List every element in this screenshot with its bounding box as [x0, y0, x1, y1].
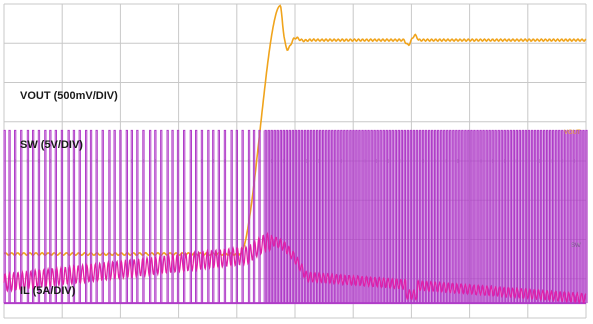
vout-label: VOUT (500mV/DIV): [20, 90, 118, 102]
traces: [3, 4, 588, 305]
il-trace: [3, 231, 587, 304]
sw-marker-tag: SW: [571, 243, 581, 249]
sw-label: SW (5V/DIV): [20, 139, 83, 151]
vout-marker-tag: VOUT: [564, 130, 581, 136]
sw-pulses: [3, 129, 588, 304]
vout-trace: [3, 4, 587, 257]
sw-dense-band: [262, 130, 586, 304]
il-label: IL (5A/DIV): [20, 285, 76, 297]
